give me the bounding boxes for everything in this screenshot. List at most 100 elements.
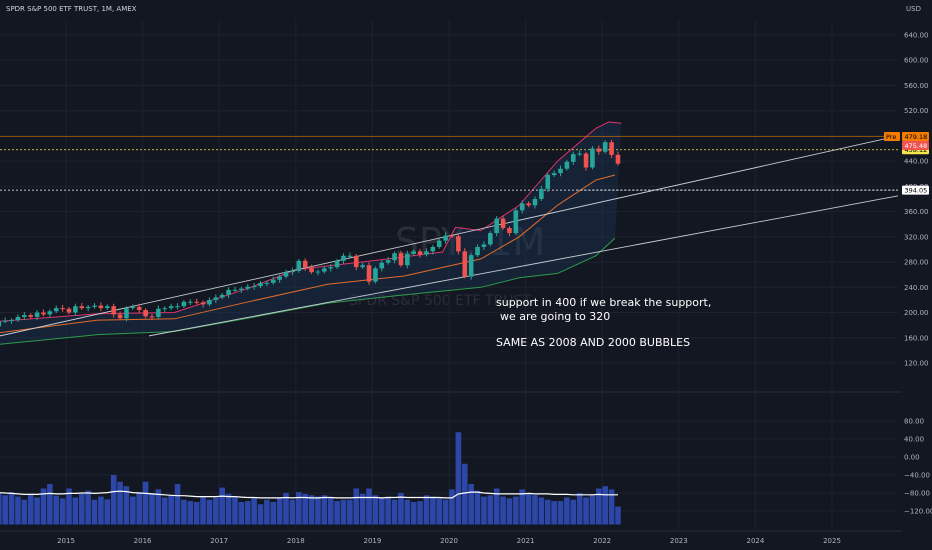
candle-body xyxy=(430,246,436,252)
volume-bar xyxy=(174,484,181,525)
volume-bar xyxy=(442,499,449,525)
volume-bar xyxy=(40,488,47,525)
candle-body xyxy=(117,314,123,319)
time-axis-tick: 2022 xyxy=(593,537,611,545)
candle-body xyxy=(385,260,391,263)
candle-body xyxy=(175,306,180,308)
volume-bar xyxy=(468,484,474,525)
candle-body xyxy=(73,306,78,313)
volume-bar xyxy=(315,496,321,525)
volume-bar xyxy=(500,496,506,525)
candle-body xyxy=(328,267,334,269)
volume-bar xyxy=(449,489,455,525)
volume-bar xyxy=(519,489,526,525)
volume-bar xyxy=(347,499,353,525)
candle-body xyxy=(583,153,589,168)
candle-body xyxy=(41,312,46,315)
candle-body xyxy=(226,289,231,295)
volume-bar xyxy=(481,496,487,525)
volume-bar xyxy=(513,496,519,525)
candle-body xyxy=(577,153,582,155)
annotation-line-1: support in 400 if we break the support, xyxy=(496,296,711,309)
price-badge-label: 394.05 xyxy=(905,187,928,195)
volume-bar xyxy=(461,463,468,525)
volume-bar xyxy=(353,488,360,525)
time-axis-tick: 2018 xyxy=(287,537,305,545)
candle-body xyxy=(85,306,91,309)
price-badge xyxy=(902,131,929,141)
candle-body xyxy=(366,265,372,282)
price-axis-tick: 120.00 xyxy=(904,360,929,368)
candle-body xyxy=(296,260,302,271)
volume-bar xyxy=(251,497,257,525)
candle-body xyxy=(22,315,27,317)
price-axis-tick: 200.00 xyxy=(904,309,929,317)
volume-bar xyxy=(340,499,347,525)
candle-body xyxy=(449,235,455,237)
price-axis-tick: 560.00 xyxy=(904,82,929,90)
time-axis-tick: 2020 xyxy=(440,537,458,545)
candle-body xyxy=(513,210,519,234)
candle-body xyxy=(283,272,289,277)
candle-body xyxy=(136,306,142,311)
candle-body xyxy=(315,271,321,273)
time-axis-tick: 2021 xyxy=(517,537,535,545)
currency-label: USD xyxy=(906,5,921,13)
volume-bar xyxy=(161,497,168,525)
time-axis-tick: 2024 xyxy=(746,537,764,545)
volume-bar xyxy=(244,501,251,525)
volume-bar xyxy=(474,490,481,525)
candle-body xyxy=(602,142,608,152)
volume-bar xyxy=(206,499,213,525)
candle-body xyxy=(609,142,614,155)
candle-body xyxy=(456,236,461,252)
candle-body xyxy=(405,253,410,266)
volume-bar xyxy=(15,496,21,525)
volume-bar xyxy=(608,489,615,525)
time-axis-tick: 2023 xyxy=(670,537,688,545)
volume-bar xyxy=(0,493,2,525)
volume-moving-average xyxy=(0,490,618,499)
candle-body xyxy=(334,260,340,268)
volume-axis-tick: 0.00 xyxy=(904,454,920,462)
bollinger-middle xyxy=(0,174,616,334)
candle-body xyxy=(379,262,385,269)
volume-bar xyxy=(430,496,436,525)
price-axis-tick: 320.00 xyxy=(904,233,929,241)
candle-body xyxy=(615,154,621,164)
volume-bar xyxy=(85,490,91,525)
volume-bar xyxy=(327,497,334,525)
volume-bar xyxy=(168,495,174,525)
candle-body xyxy=(34,312,40,317)
volume-bar xyxy=(110,475,117,525)
volume-bar xyxy=(302,493,308,525)
volume-bar xyxy=(193,502,200,525)
trendline[interactable] xyxy=(0,135,899,337)
candle-body xyxy=(398,253,404,266)
candle-body xyxy=(545,175,551,189)
volume-bar xyxy=(391,499,398,525)
volume-bar xyxy=(532,495,538,525)
candle-body xyxy=(53,308,59,312)
volume-bar xyxy=(200,496,206,525)
annotation-line-3: SAME AS 2008 AND 2000 BUBBLES xyxy=(496,336,690,349)
time-axis-tick: 2019 xyxy=(363,537,381,545)
volume-bar xyxy=(596,488,602,525)
volume-bar xyxy=(487,495,494,525)
candle-body xyxy=(130,306,136,309)
candle-body xyxy=(481,244,487,247)
candle-body xyxy=(424,251,429,255)
candle-body xyxy=(28,315,33,317)
candle-body xyxy=(98,305,104,309)
price-badge-label: 458.12 xyxy=(905,146,928,154)
candle-body xyxy=(162,308,168,310)
trendline[interactable] xyxy=(148,195,899,337)
volume-bar xyxy=(181,499,187,525)
volume-bar xyxy=(525,493,532,525)
volume-bar xyxy=(225,493,232,525)
volume-bar xyxy=(404,499,411,525)
volume-bar xyxy=(557,501,564,525)
time-axis-tick: 2015 xyxy=(57,537,75,545)
price-badge-label: 475.48 xyxy=(905,142,928,150)
volume-bar xyxy=(602,486,608,525)
